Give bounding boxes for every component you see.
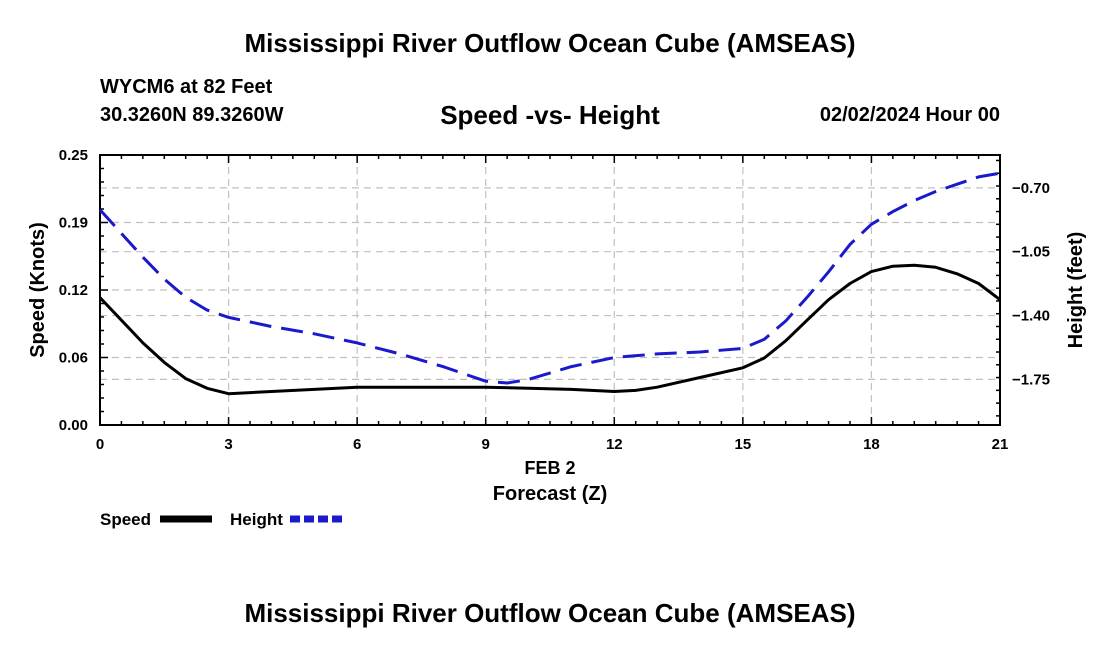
x-tick-label: 9 — [482, 436, 490, 453]
legend-label-height: Height — [230, 510, 283, 529]
x-date-label: FEB 2 — [524, 458, 575, 478]
chart-subtitle: Speed -vs- Height — [440, 100, 660, 130]
coordinates-label: 30.3260N 89.3260W — [100, 104, 284, 126]
y-left-tick-label: 0.12 — [59, 282, 88, 299]
y-left-axis-title: Speed (Knots) — [27, 222, 49, 358]
x-tick-label: 15 — [735, 436, 752, 453]
y-left-tick-label: 0.00 — [59, 417, 88, 434]
y-left-tick-label: 0.06 — [59, 350, 88, 367]
bottom-title: Mississippi River Outflow Ocean Cube (AM… — [244, 598, 856, 628]
speed-height-chart: 0 3 6 9 12 15 18 21 0.00 0.06 0.12 0.19 0.25 −1.75 −1.… — [27, 147, 1087, 529]
main-title: Mississippi River Outflow Ocean Cube (AM… — [244, 28, 856, 58]
x-axis-title: Forecast (Z) — [493, 483, 607, 505]
forecast-datetime: 02/02/2024 Hour 00 — [819, 104, 1000, 126]
y-left-tick-label: 0.25 — [59, 147, 88, 164]
x-tick-label: 6 — [353, 436, 361, 453]
y-left-tick-label: 0.19 — [59, 215, 88, 232]
y-right-axis-title: Height (feet) — [1065, 232, 1087, 349]
y-right-tick-label: −1.75 — [1012, 371, 1050, 388]
legend-label-speed: Speed — [100, 510, 151, 529]
x-tick-label: 0 — [96, 436, 104, 453]
series-line-speed — [98, 263, 1001, 396]
y-right-tick-label: −1.05 — [1012, 244, 1050, 261]
y-right-tick-label: −1.40 — [1012, 308, 1050, 325]
plot-frame — [99, 154, 1001, 426]
x-tick-label: 12 — [606, 436, 623, 453]
x-tick-label: 3 — [224, 436, 232, 453]
x-tick-label: 21 — [992, 436, 1009, 453]
x-tick-label: 18 — [863, 436, 880, 453]
series-line-height — [98, 171, 1001, 385]
y-right-tick-label: −0.70 — [1012, 180, 1050, 197]
station-label: WYCM6 at 82 Feet — [100, 76, 273, 98]
